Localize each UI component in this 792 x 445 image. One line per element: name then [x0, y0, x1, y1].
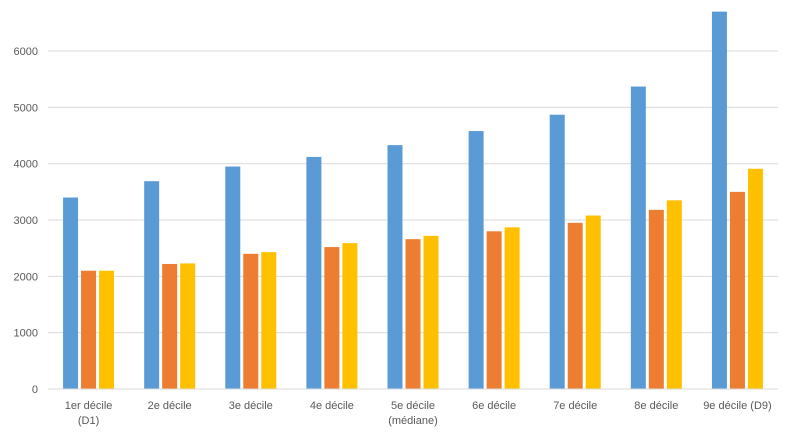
bar-series2-cat6: [486, 231, 502, 389]
bar-series2-cat4: [324, 247, 340, 389]
x-category-label: 4e décile: [310, 400, 354, 412]
y-tick-label: 5000: [14, 102, 38, 114]
bar-series1-cat5: [387, 145, 403, 389]
bar-series1-cat6: [468, 131, 484, 389]
bar-series3-cat2: [180, 263, 196, 389]
bar-series1-cat7: [549, 114, 565, 390]
y-tick-label: 2000: [14, 271, 38, 283]
bar-series1-cat3: [225, 166, 241, 389]
x-category-label: 8e décile: [634, 400, 678, 412]
x-category-label: (médiane): [388, 415, 438, 427]
x-category-label: 5e décile: [391, 400, 435, 412]
bar-series2-cat3: [243, 253, 259, 389]
bar-series1-cat8: [630, 86, 646, 389]
y-tick-label: 3000: [14, 215, 38, 227]
y-axis-tick-labels: 0 1000 2000 3000 4000 5000 6000: [14, 46, 38, 396]
bar-series3-cat6: [504, 227, 520, 389]
bar-series2-cat9: [729, 191, 745, 389]
bar-series3-cat7: [585, 215, 601, 389]
bar-series2-cat5: [405, 239, 421, 389]
bar-series3-cat8: [666, 200, 682, 389]
y-tick-label: 1000: [14, 328, 38, 340]
bar-series1-cat1: [63, 197, 79, 389]
x-category-label: (D1): [78, 415, 99, 427]
bar-series3-cat9: [747, 168, 763, 389]
x-category-label: 6e décile: [472, 400, 516, 412]
bar-series1-cat2: [144, 181, 160, 389]
bar-series2-cat2: [162, 263, 178, 389]
bar-series3-cat5: [423, 235, 439, 389]
y-tick-label: 0: [32, 384, 38, 396]
x-axis-category-labels: 1er décile (D1) 2e décile 3e décile 4e décil…: [65, 400, 772, 427]
x-category-label: 1er décile: [65, 400, 113, 412]
bar-series2-cat1: [81, 270, 97, 389]
y-tick-label: 4000: [14, 159, 38, 171]
y-tick-label: 6000: [14, 46, 38, 58]
bar-series3-cat3: [261, 252, 277, 389]
bar-series3-cat4: [342, 243, 358, 389]
x-category-label: 2e décile: [148, 400, 192, 412]
x-category-label: 7e décile: [553, 400, 597, 412]
bars: [63, 11, 763, 390]
x-category-label: 9e décile (D9): [703, 400, 771, 412]
bar-series2-cat7: [567, 222, 583, 389]
x-category-label: 3e décile: [229, 400, 273, 412]
bar-series2-cat8: [648, 209, 664, 389]
bar-series1-cat9: [711, 11, 727, 389]
bar-series1-cat4: [306, 156, 322, 389]
bar-series3-cat1: [99, 270, 115, 389]
